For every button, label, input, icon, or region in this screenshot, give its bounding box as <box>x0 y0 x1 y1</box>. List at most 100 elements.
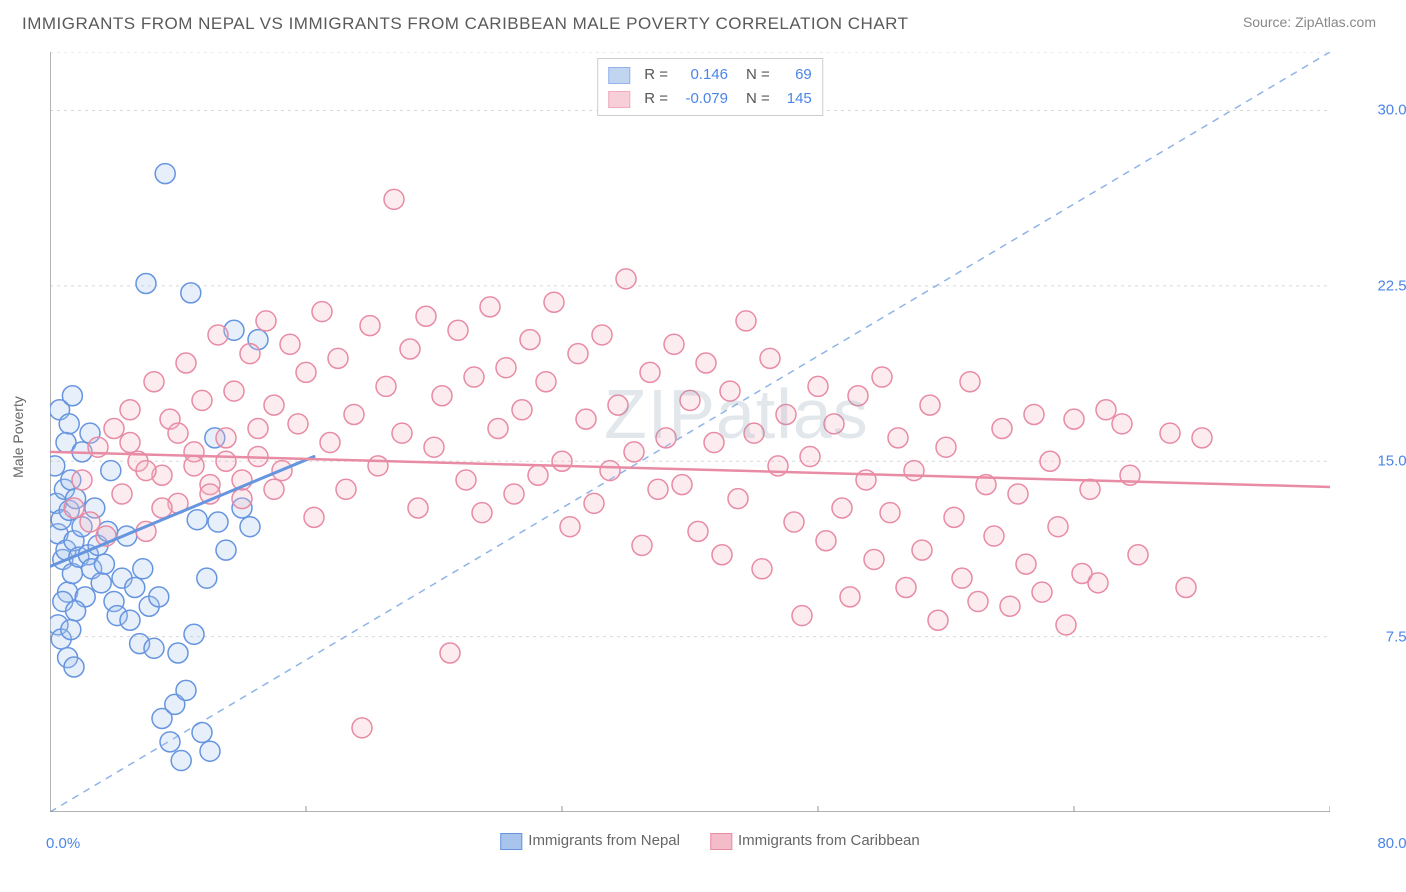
data-point <box>840 587 860 607</box>
data-point <box>1160 423 1180 443</box>
data-point <box>155 164 175 184</box>
data-point <box>600 461 620 481</box>
r-label: R = <box>644 63 668 87</box>
data-point <box>880 503 900 523</box>
data-point <box>171 751 191 771</box>
data-point <box>520 330 540 350</box>
data-point <box>181 283 201 303</box>
data-point <box>944 507 964 527</box>
data-point <box>1112 414 1132 434</box>
data-point <box>640 362 660 382</box>
data-point <box>584 493 604 513</box>
y-tick-label: 22.5% <box>1377 277 1406 294</box>
data-point <box>72 470 92 490</box>
data-point <box>816 531 836 551</box>
data-point <box>1000 596 1020 616</box>
r-label: R = <box>644 87 668 111</box>
data-point <box>288 414 308 434</box>
data-point <box>296 362 316 382</box>
data-point <box>94 554 114 574</box>
data-point <box>872 367 892 387</box>
data-point <box>1096 400 1116 420</box>
series-legend: Immigrants from Nepal Immigrants from Car… <box>500 832 919 850</box>
y-tick-label: 30.0% <box>1377 102 1406 119</box>
data-point <box>776 404 796 424</box>
data-point <box>744 423 764 443</box>
data-point <box>120 610 140 630</box>
data-point <box>216 451 236 471</box>
data-point <box>62 386 82 406</box>
data-point <box>632 535 652 555</box>
data-point <box>680 390 700 410</box>
data-point <box>320 433 340 453</box>
data-point <box>904 461 924 481</box>
source-label: Source: ZipAtlas.com <box>1243 14 1376 30</box>
data-point <box>208 325 228 345</box>
data-point <box>384 189 404 209</box>
data-point <box>784 512 804 532</box>
data-point <box>480 297 500 317</box>
data-point <box>192 722 212 742</box>
data-point <box>125 578 145 598</box>
data-point <box>304 507 324 527</box>
data-point <box>1040 451 1060 471</box>
data-point <box>192 390 212 410</box>
data-point <box>688 521 708 541</box>
data-point <box>312 302 332 322</box>
data-point <box>64 498 84 518</box>
data-point <box>1048 517 1068 537</box>
data-point <box>197 568 217 588</box>
y-tick-label: 15.0% <box>1377 453 1406 470</box>
data-point <box>176 353 196 373</box>
data-point <box>592 325 612 345</box>
data-point <box>496 358 516 378</box>
data-point <box>528 465 548 485</box>
data-point <box>792 606 812 626</box>
data-point <box>608 395 628 415</box>
data-point <box>432 386 452 406</box>
data-point <box>232 489 252 509</box>
data-point <box>960 372 980 392</box>
data-point <box>264 395 284 415</box>
data-point <box>912 540 932 560</box>
data-point <box>464 367 484 387</box>
x-tick-label: 0.0% <box>46 835 80 852</box>
data-point <box>1024 404 1044 424</box>
scatter-plot <box>50 52 1330 812</box>
data-point <box>440 643 460 663</box>
data-point <box>800 447 820 467</box>
data-point <box>66 601 86 621</box>
legend-label: Immigrants from Nepal <box>528 832 680 849</box>
data-point <box>992 418 1012 438</box>
legend-item: Immigrants from Caribbean <box>710 832 920 850</box>
legend-swatch <box>608 91 630 108</box>
data-point <box>112 484 132 504</box>
data-point <box>248 418 268 438</box>
data-point <box>168 643 188 663</box>
data-point <box>1008 484 1028 504</box>
data-point <box>264 479 284 499</box>
data-point <box>648 479 668 499</box>
data-point <box>728 489 748 509</box>
n-label: N = <box>746 87 770 111</box>
data-point <box>720 381 740 401</box>
legend-label: Immigrants from Caribbean <box>738 832 920 849</box>
data-point <box>149 587 169 607</box>
data-point <box>120 433 140 453</box>
data-point <box>50 456 65 476</box>
y-tick-label: 7.5% <box>1386 628 1406 645</box>
data-point <box>1192 428 1212 448</box>
data-point <box>368 456 388 476</box>
data-point <box>736 311 756 331</box>
data-point <box>536 372 556 392</box>
data-point <box>256 311 276 331</box>
data-point <box>1128 545 1148 565</box>
data-point <box>984 526 1004 546</box>
data-point <box>144 372 164 392</box>
data-point <box>216 428 236 448</box>
data-point <box>200 741 220 761</box>
data-point <box>560 517 580 537</box>
data-point <box>328 348 348 368</box>
data-point <box>376 376 396 396</box>
data-point <box>1032 582 1052 602</box>
